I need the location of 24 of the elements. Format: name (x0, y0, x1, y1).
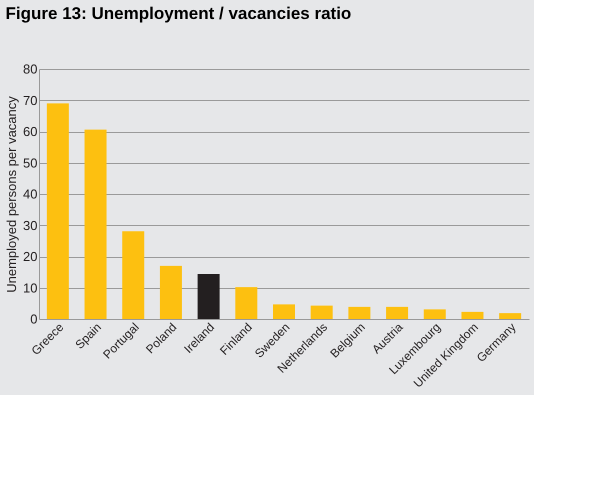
y-tick-label: 0 (30, 312, 38, 326)
bar (348, 306, 370, 319)
bar (160, 266, 182, 319)
y-tick-label: 30 (23, 218, 38, 233)
bar (310, 306, 333, 319)
y-tick-label: 80 (23, 62, 38, 76)
bar (198, 274, 220, 319)
y-tick-label: 40 (23, 186, 38, 202)
bar (273, 304, 295, 319)
bar (122, 231, 144, 319)
y-tick-label: 70 (23, 92, 38, 108)
bar (235, 287, 258, 319)
y-tick-label: 20 (23, 249, 38, 264)
bar (424, 309, 446, 319)
bar (84, 130, 107, 319)
y-tick-label: 10 (23, 280, 38, 296)
chart-title: Figure 13: Unemployment / vacancies ratio (6, 4, 352, 23)
bar (46, 103, 69, 319)
bar (499, 313, 522, 319)
y-tick-label: 50 (23, 155, 38, 170)
y-tick-label: 60 (23, 124, 38, 139)
bar (386, 306, 408, 319)
y-axis-title: Unemployed persons per vacancy (4, 96, 20, 293)
bar (461, 312, 484, 319)
